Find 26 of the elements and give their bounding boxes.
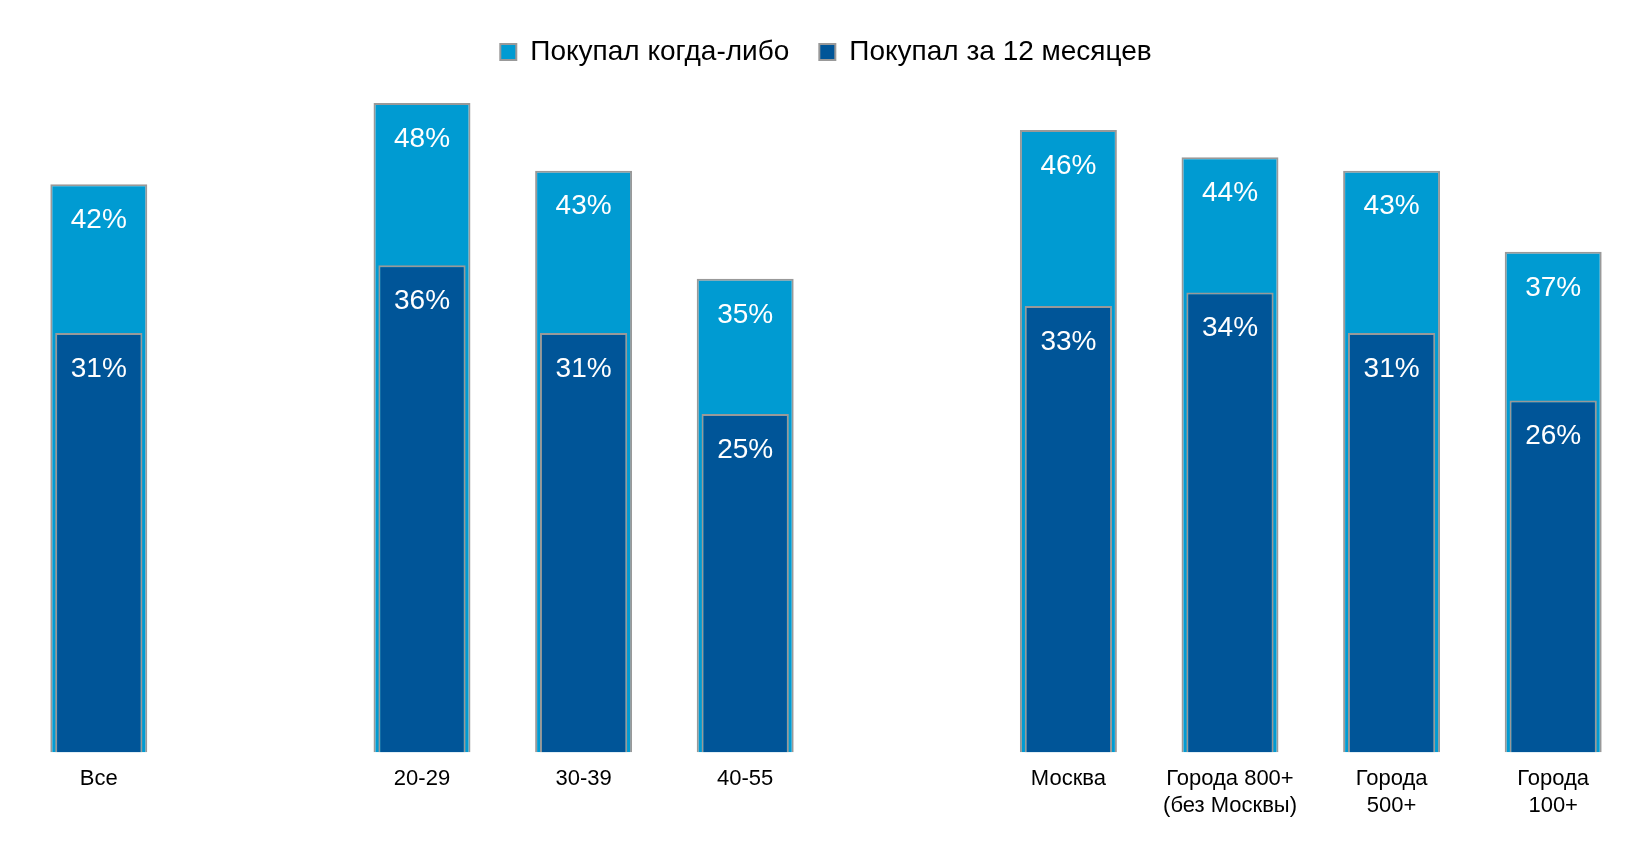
data-label: 31% xyxy=(1363,351,1420,383)
x-tick-label: 40-55 xyxy=(717,765,774,791)
data-label: 37% xyxy=(1525,270,1582,302)
data-label: 42% xyxy=(70,202,127,234)
legend-label: Покупал когда-либо xyxy=(530,34,790,66)
x-tick-label: Все xyxy=(79,765,118,791)
data-label: 35% xyxy=(717,297,774,329)
data-label: 34% xyxy=(1201,311,1259,343)
x-tick-label: 20-29 xyxy=(393,765,451,791)
data-label: 44% xyxy=(1201,175,1259,207)
data-label: 43% xyxy=(1363,189,1420,221)
legend-label: Покупал за 12 месяцев xyxy=(849,34,1152,66)
data-label: 43% xyxy=(555,189,612,221)
data-label: 31% xyxy=(555,351,612,383)
x-tick-label: Города 800+ (без Москвы) xyxy=(1163,765,1297,817)
x-tick-label: 30-39 xyxy=(555,765,612,791)
data-label: 33% xyxy=(1040,324,1097,356)
data-label: 46% xyxy=(1040,148,1097,180)
data-label: 26% xyxy=(1525,419,1582,451)
x-tick-label: Города 500+ xyxy=(1355,765,1429,817)
data-label: 48% xyxy=(393,121,451,153)
x-tick-label: Москва xyxy=(1030,765,1107,791)
x-tick-label: Города 100+ xyxy=(1517,765,1590,817)
data-label: 36% xyxy=(393,284,451,316)
data-label: 25% xyxy=(717,432,774,464)
data-label: 31% xyxy=(70,351,127,383)
